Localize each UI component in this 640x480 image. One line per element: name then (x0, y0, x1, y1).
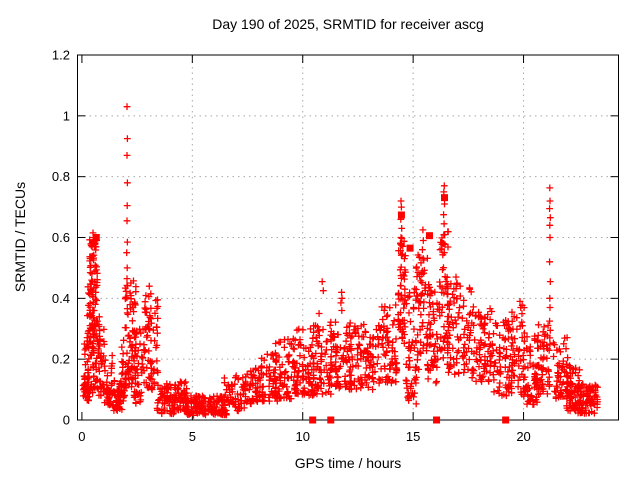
event-marker (425, 232, 433, 240)
event-marker (433, 416, 441, 424)
y-tick-label: 0.2 (52, 352, 70, 367)
event-marker (327, 416, 335, 424)
event-marker (502, 416, 510, 424)
y-tick-label: 0.4 (52, 291, 70, 306)
event-marker (309, 416, 317, 424)
event-marker (406, 244, 414, 252)
y-tick-label: 0.6 (52, 230, 70, 245)
x-tick-label: 5 (189, 429, 196, 444)
x-tick-label: 0 (78, 429, 85, 444)
x-tick-label: 10 (295, 429, 309, 444)
plot-frame (77, 54, 619, 421)
scatter-points (79, 103, 601, 419)
y-tick-label: 0 (63, 413, 70, 428)
x-tick-label: 20 (516, 429, 530, 444)
event-marker (92, 234, 100, 241)
y-tick-label: 1 (63, 108, 70, 123)
event-marker (440, 194, 448, 202)
x-axis-label: GPS time / hours (294, 455, 402, 471)
y-tick-label: 0.8 (52, 169, 70, 184)
chart-title: Day 190 of 2025, SRMTID for receiver asc… (212, 16, 484, 32)
y-tick-label: 1.2 (52, 48, 70, 63)
x-tick-label: 15 (406, 429, 420, 444)
event-marker (397, 211, 405, 219)
